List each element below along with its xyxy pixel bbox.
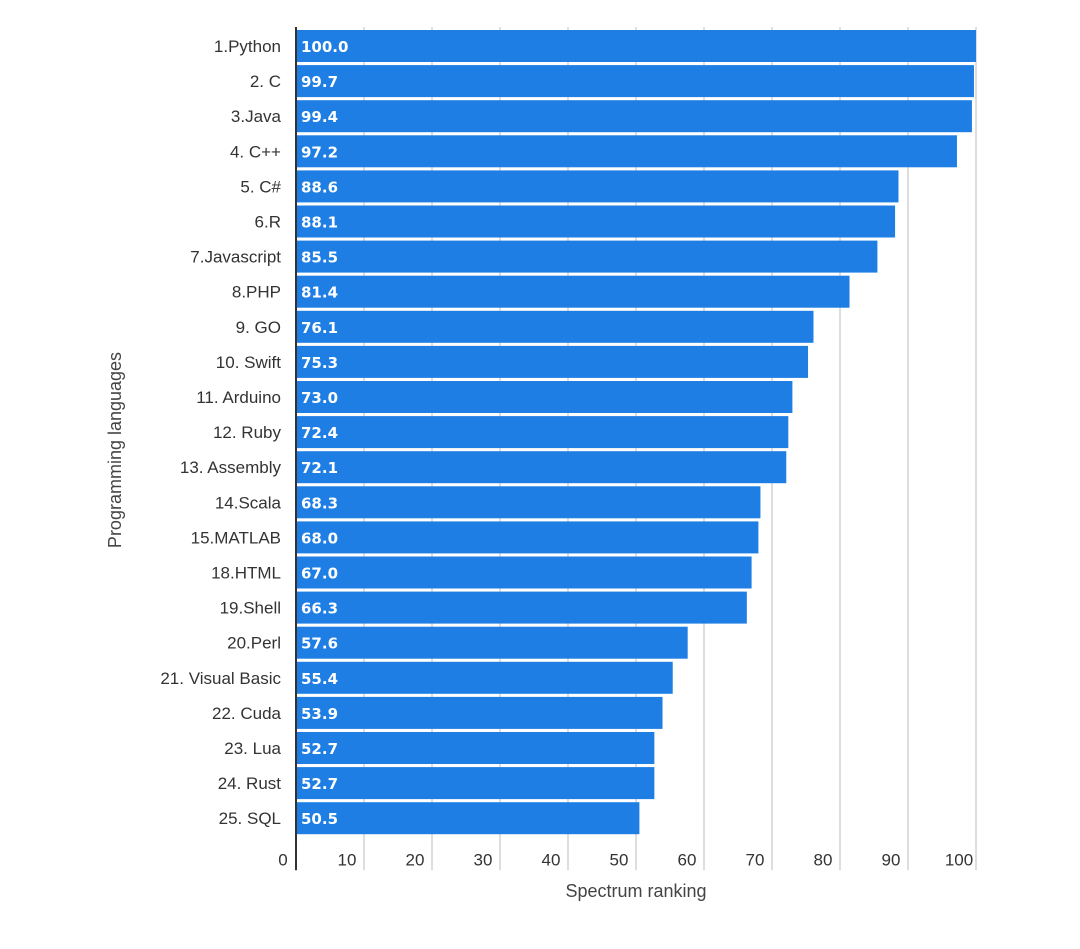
gridlines <box>363 27 977 871</box>
value-label: 99.7 <box>301 73 338 91</box>
category-label: 22. Cuda <box>212 704 282 723</box>
category-labels: 1.Python 2. C 3.Java 4. C++ 5. C# 6.R 7.Javasc… <box>160 37 281 828</box>
value-label: 88.1 <box>301 214 338 232</box>
value-label: 99.4 <box>301 108 338 126</box>
x-tick-label: 20 <box>406 850 425 869</box>
value-label: 57.6 <box>301 635 338 653</box>
x-tick-label: 50 <box>610 850 629 869</box>
bar <box>296 135 957 168</box>
category-label: 14.Scala <box>215 493 282 512</box>
category-label: 11. Arduino <box>196 388 281 407</box>
value-label: 81.4 <box>301 284 338 302</box>
value-label: 67.0 <box>301 565 338 583</box>
x-tick-label: 40 <box>542 850 561 869</box>
bar <box>296 416 789 449</box>
value-label: 66.3 <box>301 600 338 618</box>
value-label: 97.2 <box>301 143 338 161</box>
category-label: 10. Swift <box>216 353 281 372</box>
value-label: 53.9 <box>301 705 338 723</box>
x-tick-label: 80 <box>814 850 833 869</box>
value-label: 88.6 <box>301 178 338 196</box>
bar <box>296 696 663 729</box>
category-label: 18.HTML <box>211 564 281 583</box>
bars <box>296 30 976 835</box>
value-label: 68.3 <box>301 494 338 512</box>
value-label: 85.5 <box>301 249 338 267</box>
x-tick-label: 70 <box>746 850 765 869</box>
category-label: 24. Rust <box>218 774 282 793</box>
value-label: 73.0 <box>301 389 338 407</box>
value-label: 72.1 <box>301 459 338 477</box>
bar <box>296 205 896 238</box>
bar <box>296 802 640 835</box>
y-axis-title: Programming languages <box>105 352 125 548</box>
x-tick-label: 30 <box>474 850 493 869</box>
value-label: 68.0 <box>301 529 338 547</box>
bar <box>296 381 793 413</box>
value-labels: 100.0 99.7 99.4 97.2 88.6 88.1 85.5 81.4 76.1 75.… <box>301 38 348 828</box>
x-tick-label: 90 <box>882 850 901 869</box>
bar <box>296 521 759 554</box>
bar <box>296 591 747 624</box>
value-label: 55.4 <box>301 670 338 688</box>
bar <box>296 65 974 98</box>
bar <box>296 626 688 659</box>
x-tick-labels: 0 10 20 30 40 50 60 70 80 90 100 <box>278 850 973 869</box>
x-tick-label: 0 <box>278 850 287 869</box>
category-label: 1.Python <box>214 37 281 56</box>
category-label: 4. C++ <box>230 142 281 161</box>
bar <box>296 767 655 800</box>
value-label: 100.0 <box>301 38 348 56</box>
category-label: 3.Java <box>231 107 282 126</box>
value-label: 76.1 <box>301 319 338 337</box>
bar <box>296 170 899 203</box>
category-label: 21. Visual Basic <box>160 669 281 688</box>
bar <box>296 451 787 484</box>
category-label: 6.R <box>255 213 281 232</box>
bar <box>296 100 972 133</box>
x-tick-label: 100 <box>945 850 973 869</box>
bar <box>296 345 809 378</box>
category-label: 19.Shell <box>220 599 281 618</box>
bar <box>296 556 752 589</box>
category-label: 23. Lua <box>224 739 281 758</box>
bar <box>296 310 814 343</box>
bar <box>296 30 976 62</box>
category-label: 7.Javascript <box>190 248 281 267</box>
bar <box>296 486 761 519</box>
category-label: 9. GO <box>236 318 281 337</box>
category-label: 25. SQL <box>219 809 281 828</box>
x-tick-label: 10 <box>338 850 357 869</box>
bar <box>296 661 673 694</box>
value-label: 52.7 <box>301 740 338 758</box>
value-label: 75.3 <box>301 354 338 372</box>
category-label: 8.PHP <box>232 283 281 302</box>
bar <box>296 240 878 273</box>
value-label: 72.4 <box>301 424 338 442</box>
category-label: 13. Assembly <box>180 458 282 477</box>
category-label: 2. C <box>250 72 281 91</box>
bar <box>296 732 655 764</box>
value-label: 52.7 <box>301 775 338 793</box>
category-label: 12. Ruby <box>213 423 282 442</box>
x-tick-label: 60 <box>678 850 697 869</box>
value-label: 50.5 <box>301 810 338 828</box>
bar <box>296 275 850 308</box>
x-axis-title: Spectrum ranking <box>565 881 706 901</box>
category-label: 15.MATLAB <box>191 528 281 547</box>
category-label: 5. C# <box>240 177 281 196</box>
category-label: 20.Perl <box>227 634 281 653</box>
